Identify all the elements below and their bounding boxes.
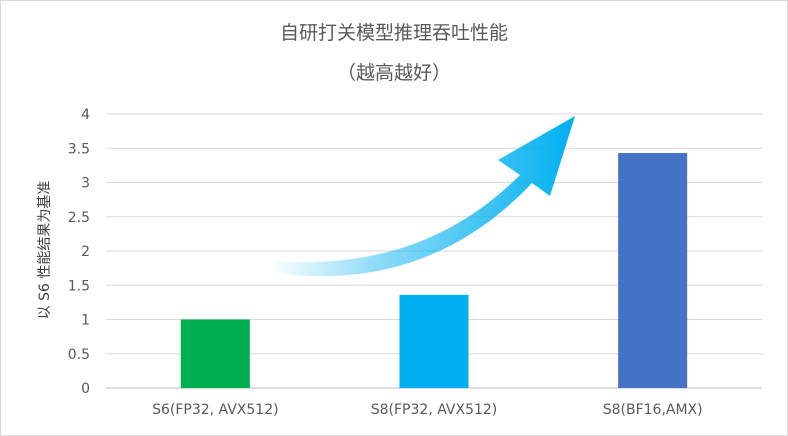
- y-tick-label: 3.5: [68, 141, 90, 157]
- trend-arrow-icon: [268, 116, 575, 277]
- chart-subtitle: （越高越好）: [336, 62, 451, 84]
- y-tick-label: 3: [81, 176, 90, 192]
- y-tick-label: 4: [81, 107, 90, 123]
- y-tick-label: 1: [81, 313, 90, 329]
- chart-title: 自研打关模型推理吞吐性能: [279, 22, 508, 44]
- x-tick-label: S8(FP32, AVX512): [371, 402, 498, 418]
- y-axis-label: 以 S6 性能结果为基准: [36, 181, 53, 320]
- x-tick-label: S6(FP32, AVX512): [152, 402, 279, 418]
- y-tick-label: 0.5: [68, 347, 90, 363]
- y-tick-label: 0: [81, 381, 90, 397]
- x-tick-label: S8(BF16,AMX): [603, 402, 703, 418]
- bar: [399, 294, 469, 388]
- y-tick-label: 2.5: [68, 210, 90, 226]
- bar: [180, 319, 250, 388]
- y-tick-label: 2: [81, 244, 90, 260]
- bar: [618, 153, 688, 388]
- y-tick-label: 1.5: [68, 278, 90, 294]
